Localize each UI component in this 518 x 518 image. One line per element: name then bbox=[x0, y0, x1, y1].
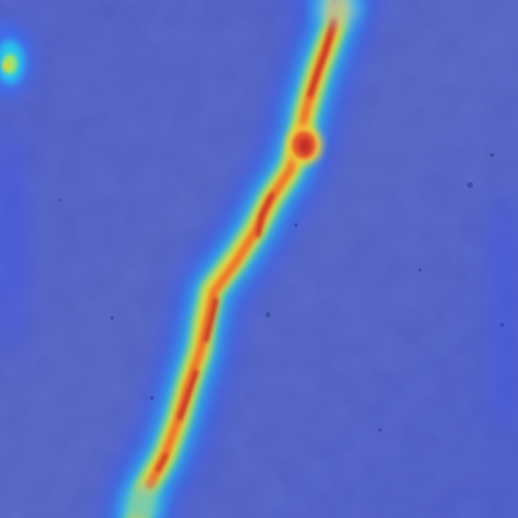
crack-red-core bbox=[307, 17, 337, 98]
crack-entry-glow bbox=[312, 0, 364, 24]
crack-red-core-5 bbox=[156, 453, 168, 472]
crack-red-core-3 bbox=[203, 297, 219, 343]
crack-heat-band bbox=[101, 0, 373, 518]
crack-hotspot bbox=[286, 125, 322, 165]
crack-red-core-2 bbox=[255, 192, 275, 238]
crack-red-core-4 bbox=[177, 369, 199, 421]
top-left-hotspot bbox=[0, 22, 34, 98]
crack-exit-glow bbox=[122, 487, 162, 518]
surface-speckles bbox=[58, 153, 504, 432]
